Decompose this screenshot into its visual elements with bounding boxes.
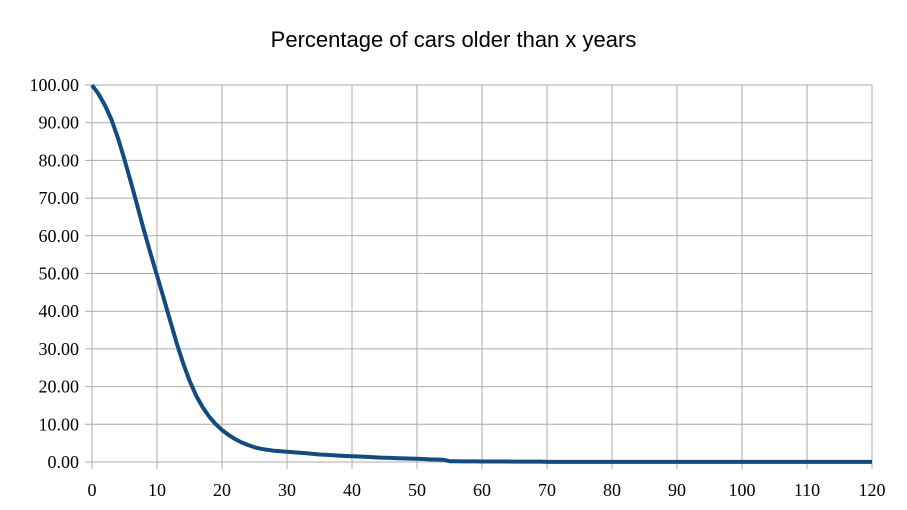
vertical-gridlines [91,85,873,469]
x-tick-label: 100 [729,480,756,500]
y-tick-label: 70.00 [39,188,80,208]
y-tick-label: 90.00 [39,113,80,133]
x-tick-label: 0 [88,480,97,500]
x-tick-label: 120 [859,480,886,500]
x-tick-label: 30 [278,480,296,500]
y-tick-label: 10.00 [39,414,80,434]
y-tick-label: 100.00 [30,75,80,95]
x-tick-label: 60 [473,480,491,500]
data-series-line [90,83,872,464]
x-tick-label: 110 [794,480,820,500]
x-tick-label: 20 [213,480,231,500]
x-tick-label: 40 [343,480,361,500]
y-tick-label: 50.00 [39,264,80,284]
y-axis-tick-labels: 100.00 90.00 80.00 70.00 60.00 50.00 40.00 30.0… [30,75,80,472]
y-tick-label: 80.00 [39,150,80,170]
x-tick-label: 50 [408,480,426,500]
y-tick-label: 40.00 [39,301,80,321]
horizontal-gridlines [85,84,872,463]
y-tick-label: 20.00 [39,377,80,397]
x-tick-label: 80 [603,480,621,500]
x-axis-tick-labels: 0 10 20 30 40 50 60 70 80 90 100 110 120 [88,480,886,500]
x-tick-label: 70 [538,480,556,500]
x-tick-label: 10 [148,480,166,500]
y-tick-label: 30.00 [39,339,80,359]
y-tick-label: 60.00 [39,226,80,246]
chart-title: Percentage of cars older than x years [270,27,637,52]
y-tick-label: 0.00 [48,452,80,472]
x-tick-label: 90 [668,480,686,500]
